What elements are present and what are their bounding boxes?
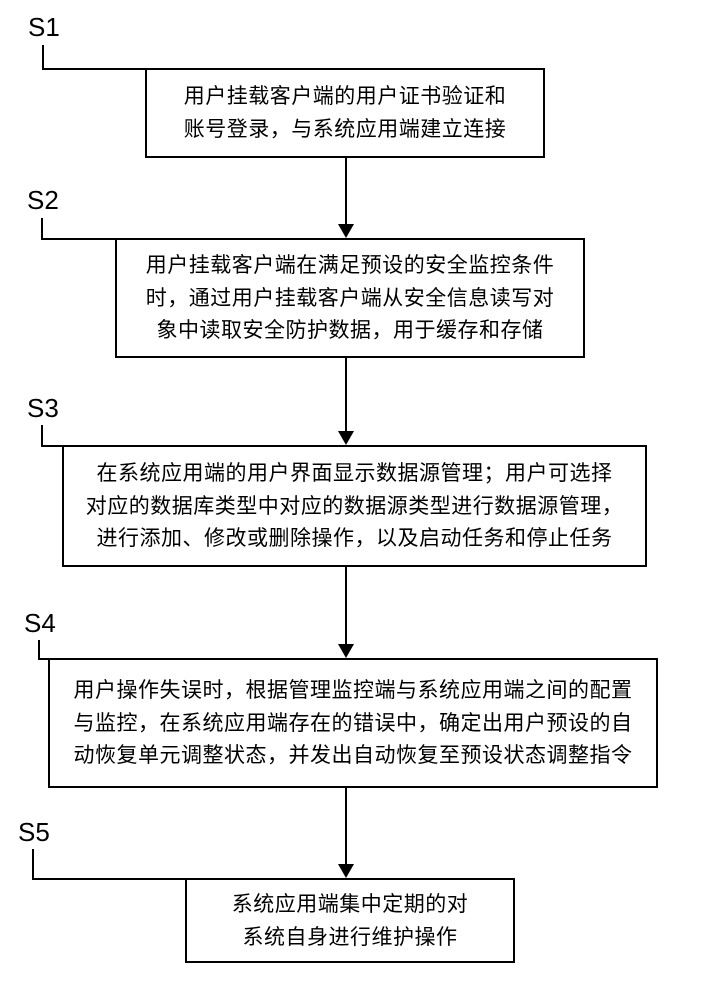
box-text-s3: 在系统应用端的用户界面显示数据源管理；用户可选择对应的数据库类型中对应的数据源类… (86, 457, 624, 555)
box-text-s1: 用户挂载客户端的用户证书验证和账号登录，与系统应用端建立连接 (184, 80, 507, 145)
step-label-s4: S4 (24, 608, 56, 639)
box-text-s4: 用户操作失误时，根据管理监控端与系统应用端之间的配置与监控，在系统应用端存在的错… (74, 674, 633, 772)
step-label-s5: S5 (18, 817, 50, 848)
connector-s2 (41, 218, 116, 240)
arrow-head-3 (338, 644, 354, 658)
arrow-line-2 (345, 358, 347, 431)
arrow-head-1 (338, 224, 354, 238)
box-s5: 系统应用端集中定期的对系统自身进行维护操作 (185, 878, 515, 963)
connector-s4 (38, 640, 50, 660)
arrow-line-4 (345, 788, 347, 864)
box-text-s2: 用户挂载客户端在满足预设的安全监控条件时，通过用户挂载客户端从安全信息读写对象中… (146, 249, 555, 347)
arrow-head-4 (338, 864, 354, 878)
step-label-s3: S3 (27, 393, 59, 424)
arrow-line-1 (345, 158, 347, 224)
box-s3: 在系统应用端的用户界面显示数据源管理；用户可选择对应的数据库类型中对应的数据源类… (62, 445, 647, 567)
arrow-line-3 (345, 567, 347, 644)
step-label-s2: S2 (27, 185, 59, 216)
arrow-head-2 (338, 431, 354, 445)
step-label-s1: S1 (28, 12, 60, 43)
connector-s1 (42, 45, 145, 70)
box-text-s5: 系统应用端集中定期的对系统自身进行维护操作 (232, 888, 469, 953)
connector-s3 (41, 425, 63, 447)
connector-s5 (32, 849, 187, 880)
box-s2: 用户挂载客户端在满足预设的安全监控条件时，通过用户挂载客户端从安全信息读写对象中… (115, 238, 585, 358)
box-s1: 用户挂载客户端的用户证书验证和账号登录，与系统应用端建立连接 (145, 68, 545, 158)
box-s4: 用户操作失误时，根据管理监控端与系统应用端之间的配置与监控，在系统应用端存在的错… (48, 658, 658, 788)
